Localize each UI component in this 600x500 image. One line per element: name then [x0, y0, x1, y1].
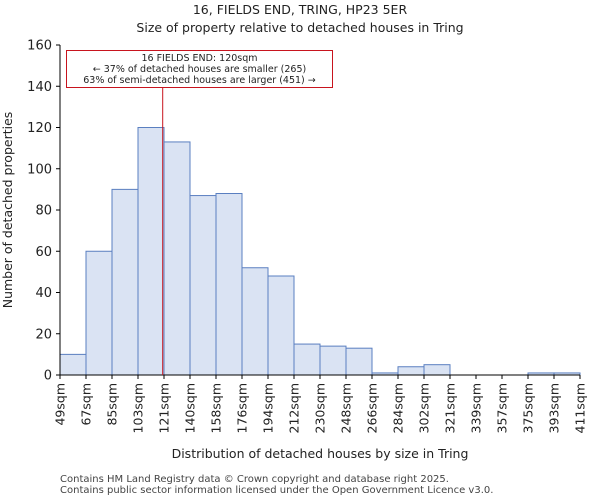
y-tick-label: 60	[35, 245, 52, 260]
y-tick-label: 120	[27, 121, 52, 136]
y-axis-title: Number of detached properties	[0, 112, 15, 309]
y-tick-label: 80	[35, 204, 52, 219]
x-tick-label: 393sqm	[547, 383, 562, 433]
x-tick-label: 321sqm	[443, 383, 458, 433]
histogram-bar	[397, 366, 425, 376]
x-tick-label: 339sqm	[469, 383, 484, 433]
annotation-line-3: 63% of semi-detached houses are larger (…	[83, 75, 316, 86]
x-tick-label: 49sqm	[53, 383, 68, 426]
x-tick-label: 121sqm	[157, 383, 172, 433]
y-tick-label: 0	[44, 369, 52, 384]
x-tick-label: 158sqm	[209, 383, 224, 433]
x-tick-label: 212sqm	[287, 383, 302, 433]
footer-licence: Contains public sector information licen…	[60, 485, 494, 496]
histogram-bar	[423, 364, 451, 376]
y-tick-label: 40	[35, 286, 52, 301]
histogram-bar	[267, 275, 295, 376]
y-tick-label: 160	[27, 39, 52, 54]
x-tick-label: 375sqm	[521, 383, 536, 433]
x-tick-label: 85sqm	[105, 383, 120, 426]
histogram-bar	[345, 347, 373, 376]
x-tick-label: 230sqm	[313, 383, 328, 433]
x-tick-label: 176sqm	[235, 383, 250, 433]
x-tick-label: 266sqm	[365, 383, 380, 433]
annotation-line-1: 16 FIELDS END: 120sqm	[141, 53, 258, 64]
histogram-bar	[59, 353, 87, 376]
x-tick-label: 284sqm	[391, 383, 406, 433]
histogram-bar	[319, 345, 347, 376]
chart-title: Size of property relative to detached ho…	[136, 20, 464, 35]
x-axis-title: Distribution of detached houses by size …	[172, 446, 469, 461]
x-tick-label: 411sqm	[573, 383, 588, 433]
x-tick-label: 194sqm	[261, 383, 276, 433]
property-annotation-box: 16 FIELDS END: 120sqm ← 37% of detached …	[66, 50, 333, 88]
histogram-bar	[293, 343, 321, 376]
annotation-line-2: ← 37% of detached houses are smaller (26…	[92, 64, 307, 75]
y-tick-label: 140	[27, 80, 52, 95]
y-tick-label: 20	[35, 327, 52, 342]
histogram-bar	[189, 195, 217, 376]
x-tick-label: 302sqm	[417, 383, 432, 433]
x-tick-label: 140sqm	[183, 383, 198, 433]
histogram-bar	[137, 127, 165, 376]
histogram-bar	[215, 193, 243, 376]
chart-title-address: 16, FIELDS END, TRING, HP23 5ER	[192, 2, 408, 17]
histogram-bar	[85, 250, 113, 376]
x-tick-label: 357sqm	[495, 383, 510, 433]
histogram-bar	[163, 141, 191, 376]
x-tick-label: 248sqm	[339, 383, 354, 433]
y-tick-label: 100	[27, 162, 52, 177]
footer-copyright: Contains HM Land Registry data © Crown c…	[60, 474, 449, 485]
x-tick-label: 103sqm	[131, 383, 146, 433]
histogram-bar	[241, 267, 269, 376]
histogram-bar	[111, 188, 139, 376]
x-tick-label: 67sqm	[79, 383, 94, 426]
